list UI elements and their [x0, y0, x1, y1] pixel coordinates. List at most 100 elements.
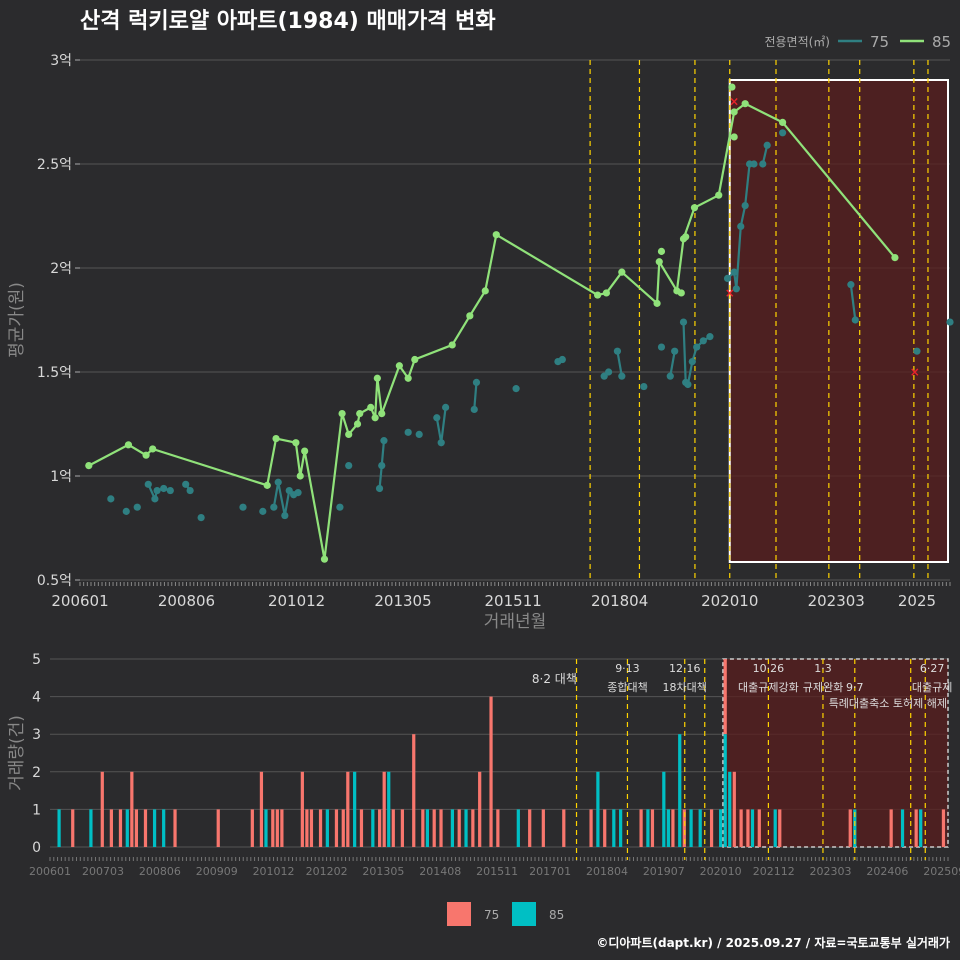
vol-bar-75	[346, 771, 350, 847]
series-75-point	[380, 437, 388, 445]
vol-bar-85	[125, 809, 129, 847]
vol-bar-75	[739, 809, 743, 847]
series-75-point	[144, 480, 152, 488]
vol-bar-75	[280, 809, 284, 847]
x-tick-label: 201511	[485, 592, 542, 610]
series-85-point	[272, 434, 280, 443]
vol-bar-75	[471, 809, 475, 847]
vol-bar-85	[662, 771, 666, 847]
vol-x-tick-label: 200909	[196, 865, 238, 878]
series-75-point	[270, 503, 278, 511]
series-75-point	[763, 141, 771, 149]
vol-bar-75	[400, 809, 404, 847]
legend-75-label: 75	[870, 33, 889, 51]
legend-85-label: 85	[932, 33, 951, 51]
x-tick-label: 202303	[808, 592, 865, 610]
y-tick-label: 2.5억	[37, 157, 72, 173]
vol-bar-75	[848, 809, 852, 847]
series-75-line	[435, 407, 447, 443]
x-axis-label: 거래년월	[484, 612, 547, 632]
vol-bar-75	[432, 809, 436, 847]
series-75-point	[605, 368, 613, 376]
vol-bar-75	[130, 771, 134, 847]
series-75-point	[699, 337, 707, 345]
vol-bar-85	[853, 809, 857, 847]
series-75-point	[336, 503, 344, 511]
policy-label-date: 1·3	[814, 662, 832, 675]
vol-legend-75-swatch	[447, 902, 471, 926]
series-75-point	[153, 486, 161, 495]
vol-x-tick-label: 201701	[529, 865, 571, 878]
vol-x-tick-label: 202509	[923, 865, 960, 878]
series-85-point	[741, 100, 749, 108]
series-75-point	[613, 347, 622, 355]
series-75-point	[732, 285, 740, 293]
series-75-point	[160, 484, 168, 493]
series-85-point	[593, 291, 602, 299]
series-75-point	[433, 414, 441, 422]
series-75-point	[750, 160, 758, 168]
series-75-point	[345, 462, 353, 470]
vol-bar-85	[728, 771, 732, 847]
series-75-point	[657, 343, 666, 351]
vol-x-tick-label: 201305	[362, 865, 404, 878]
series-75-point	[688, 358, 696, 366]
vol-x-tick-label: 201202	[306, 865, 348, 878]
series-75-point	[133, 503, 141, 511]
series-75-point	[259, 507, 267, 515]
series-75-point	[847, 281, 855, 289]
vol-y-axis-label: 거래량(건)	[7, 715, 27, 791]
series-75-point	[946, 318, 954, 326]
vol-bar-75	[682, 809, 686, 847]
vol-bar-75	[109, 809, 113, 847]
series-85-point	[448, 341, 456, 349]
vol-bar-75	[757, 809, 761, 847]
vol-y-tick-label: 3	[32, 727, 41, 743]
series-85-point	[263, 481, 271, 489]
series-85-point	[142, 451, 150, 459]
vol-bar-75	[341, 809, 345, 847]
vol-bar-85	[612, 809, 616, 847]
policy-label-date: 9·13	[615, 662, 640, 675]
policy-label-date: 10·26	[753, 662, 785, 675]
vol-bar-75	[589, 809, 593, 847]
series-85-point	[618, 268, 626, 276]
series-85-point	[602, 289, 611, 297]
vol-bar-75	[412, 734, 416, 847]
volume-legend: 75 85	[447, 902, 564, 926]
series-75-point	[281, 511, 289, 520]
series-75-point	[666, 372, 674, 380]
legend-title: 전용면적(㎡)	[764, 35, 830, 49]
vol-bar-85	[450, 809, 455, 847]
vol-x-tick-label: 201511	[476, 865, 518, 878]
x-tick-label: 201012	[268, 592, 325, 610]
series-75-point	[558, 355, 566, 364]
chart-title: 산격 럭키로얄 아파트(1984) 매매가격 변화	[80, 9, 496, 34]
y-tick-label: 0.5억	[37, 573, 72, 589]
vol-bar-85	[773, 809, 777, 847]
vol-bar-85	[152, 809, 157, 847]
y-tick-label: 1.5억	[37, 365, 72, 381]
vol-bar-75	[378, 809, 382, 847]
vol-bar-75	[778, 809, 782, 847]
vol-bar-85	[387, 771, 391, 847]
series-75-line	[669, 351, 676, 377]
series-85-point	[466, 312, 474, 320]
series-85-point	[891, 254, 899, 262]
vol-bar-75	[275, 809, 279, 847]
series-85-point	[715, 191, 723, 199]
vol-bar-85	[719, 809, 723, 847]
vol-bar-75	[71, 809, 75, 847]
vol-bar-85	[723, 734, 727, 847]
series-85-point	[653, 299, 661, 307]
x-tick-label: 202010	[701, 592, 758, 610]
vol-bar-75	[143, 809, 148, 847]
series-85-point	[296, 472, 304, 480]
series-75-point	[913, 347, 921, 355]
cancelled-marker: ×	[725, 286, 735, 300]
highlight-period-box	[728, 79, 949, 563]
series-85-point	[367, 403, 375, 411]
series-75-point	[737, 222, 745, 230]
vol-bar-85	[678, 734, 682, 847]
series-75-point	[759, 160, 767, 168]
